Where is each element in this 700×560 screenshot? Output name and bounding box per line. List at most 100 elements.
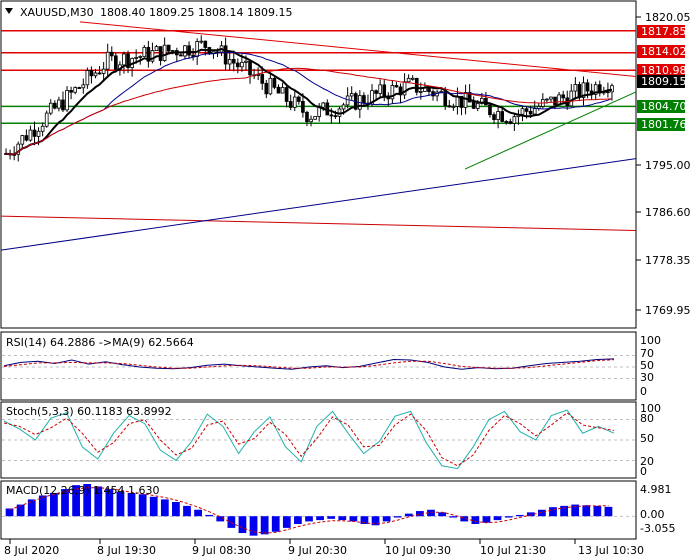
level-badge-bg xyxy=(637,25,685,38)
moving-average-line xyxy=(5,67,613,155)
macd-bar xyxy=(538,509,546,517)
macd-bar xyxy=(205,514,214,517)
candle-body xyxy=(53,102,57,109)
moving-average-line xyxy=(5,51,613,155)
candle-body xyxy=(101,68,106,74)
candle-body xyxy=(374,90,378,94)
level-labels: 1817.85 1814.02 1810.98 1809.15 1804.70 … xyxy=(637,25,687,131)
rsi-axis: 100 70 50 30 0 xyxy=(640,334,661,398)
macd-bar xyxy=(582,505,591,517)
candle-body xyxy=(248,60,252,76)
macd-bar xyxy=(160,499,169,517)
candle-body xyxy=(276,86,281,94)
last-price-text: 1809.15 xyxy=(641,75,687,88)
candle-body xyxy=(191,54,195,57)
candle-body xyxy=(227,59,232,65)
macd-bar xyxy=(194,509,202,517)
trendline xyxy=(79,21,637,77)
candle-body xyxy=(231,59,236,64)
macd-signal-line xyxy=(9,487,609,534)
trendline xyxy=(0,158,637,251)
macd-bar xyxy=(471,516,480,524)
candle-body xyxy=(414,77,419,93)
price-tick: 1769.95 xyxy=(645,304,691,317)
candle-body xyxy=(463,92,468,108)
candle-body xyxy=(272,77,277,88)
time-label: 8 Jul 19:30 xyxy=(97,544,156,557)
candle-body xyxy=(471,101,476,109)
stoch-tick: 50 xyxy=(640,432,654,445)
candle-body xyxy=(390,85,395,100)
macd-bar xyxy=(327,516,336,519)
macd-bar xyxy=(549,507,557,517)
candle-body xyxy=(394,85,399,88)
level-badge-text: 1817.85 xyxy=(641,25,687,38)
level-badge-text: 1810.98 xyxy=(641,64,687,77)
price-tick: 1820.05 xyxy=(645,11,691,24)
candle-body xyxy=(309,118,313,123)
candle-body xyxy=(398,86,403,96)
candle-body xyxy=(459,95,464,108)
candle-body xyxy=(16,143,21,155)
candle-body xyxy=(329,114,334,117)
candle-body xyxy=(195,41,199,57)
candle-body xyxy=(573,84,578,92)
macd-bar xyxy=(593,505,602,517)
candle-body xyxy=(134,56,138,59)
macd-tick: -3.055 xyxy=(640,522,675,535)
candle-body xyxy=(292,96,297,108)
macd-bar xyxy=(72,485,80,517)
candle-body xyxy=(256,74,260,76)
stoch-tick: 100 xyxy=(640,402,661,415)
candle-body xyxy=(142,46,147,57)
candle-body xyxy=(333,115,338,118)
macd-bar xyxy=(493,516,502,521)
candle-body xyxy=(419,91,423,93)
candle-body xyxy=(223,45,228,65)
candle-body xyxy=(105,51,110,70)
time-label: 13 Jul 10:30 xyxy=(578,544,644,557)
collapse-triangle-icon[interactable] xyxy=(5,8,13,14)
candle-body xyxy=(146,46,151,62)
macd-bar xyxy=(438,512,446,517)
candle-body xyxy=(114,55,118,70)
macd-bar xyxy=(83,484,92,517)
candle-body xyxy=(44,112,49,127)
candle-body xyxy=(73,87,77,93)
macd-bar xyxy=(61,489,69,517)
macd-bar xyxy=(16,504,25,517)
candle-body xyxy=(264,82,269,95)
candle-body xyxy=(569,90,574,107)
candle-body xyxy=(362,95,366,104)
candle-body xyxy=(138,56,143,58)
macd-bar xyxy=(249,516,258,536)
candle-body xyxy=(577,84,582,98)
macd-bar xyxy=(449,516,458,518)
candle-body xyxy=(606,91,610,94)
macd-bar xyxy=(504,516,513,518)
candle-body xyxy=(288,101,293,108)
candle-body xyxy=(183,45,187,57)
candle-body xyxy=(203,40,208,48)
candle-body xyxy=(154,46,159,52)
level-badge-text: 1814.02 xyxy=(641,45,687,58)
candle-body xyxy=(93,72,98,77)
macd-bar xyxy=(382,516,391,522)
rsi-series-line xyxy=(3,359,615,369)
macd-bar xyxy=(571,504,580,517)
main-pane-frame xyxy=(0,0,637,329)
candle-body xyxy=(305,111,309,123)
candle-body xyxy=(40,125,45,132)
macd-bar xyxy=(260,516,269,535)
macd-bar xyxy=(127,492,136,517)
macd-bar xyxy=(316,516,324,521)
macd-tick: 4.981 xyxy=(640,483,672,496)
candle-body xyxy=(382,84,387,97)
macd-bar xyxy=(338,516,347,521)
level-badge-bg xyxy=(637,64,685,77)
rsi-tick: 50 xyxy=(640,359,654,372)
candle-body xyxy=(345,95,350,106)
macd-bar xyxy=(227,516,236,528)
rsi-layer xyxy=(2,354,635,380)
symbol-timeframe: XAUUSD,M30 xyxy=(20,6,94,19)
